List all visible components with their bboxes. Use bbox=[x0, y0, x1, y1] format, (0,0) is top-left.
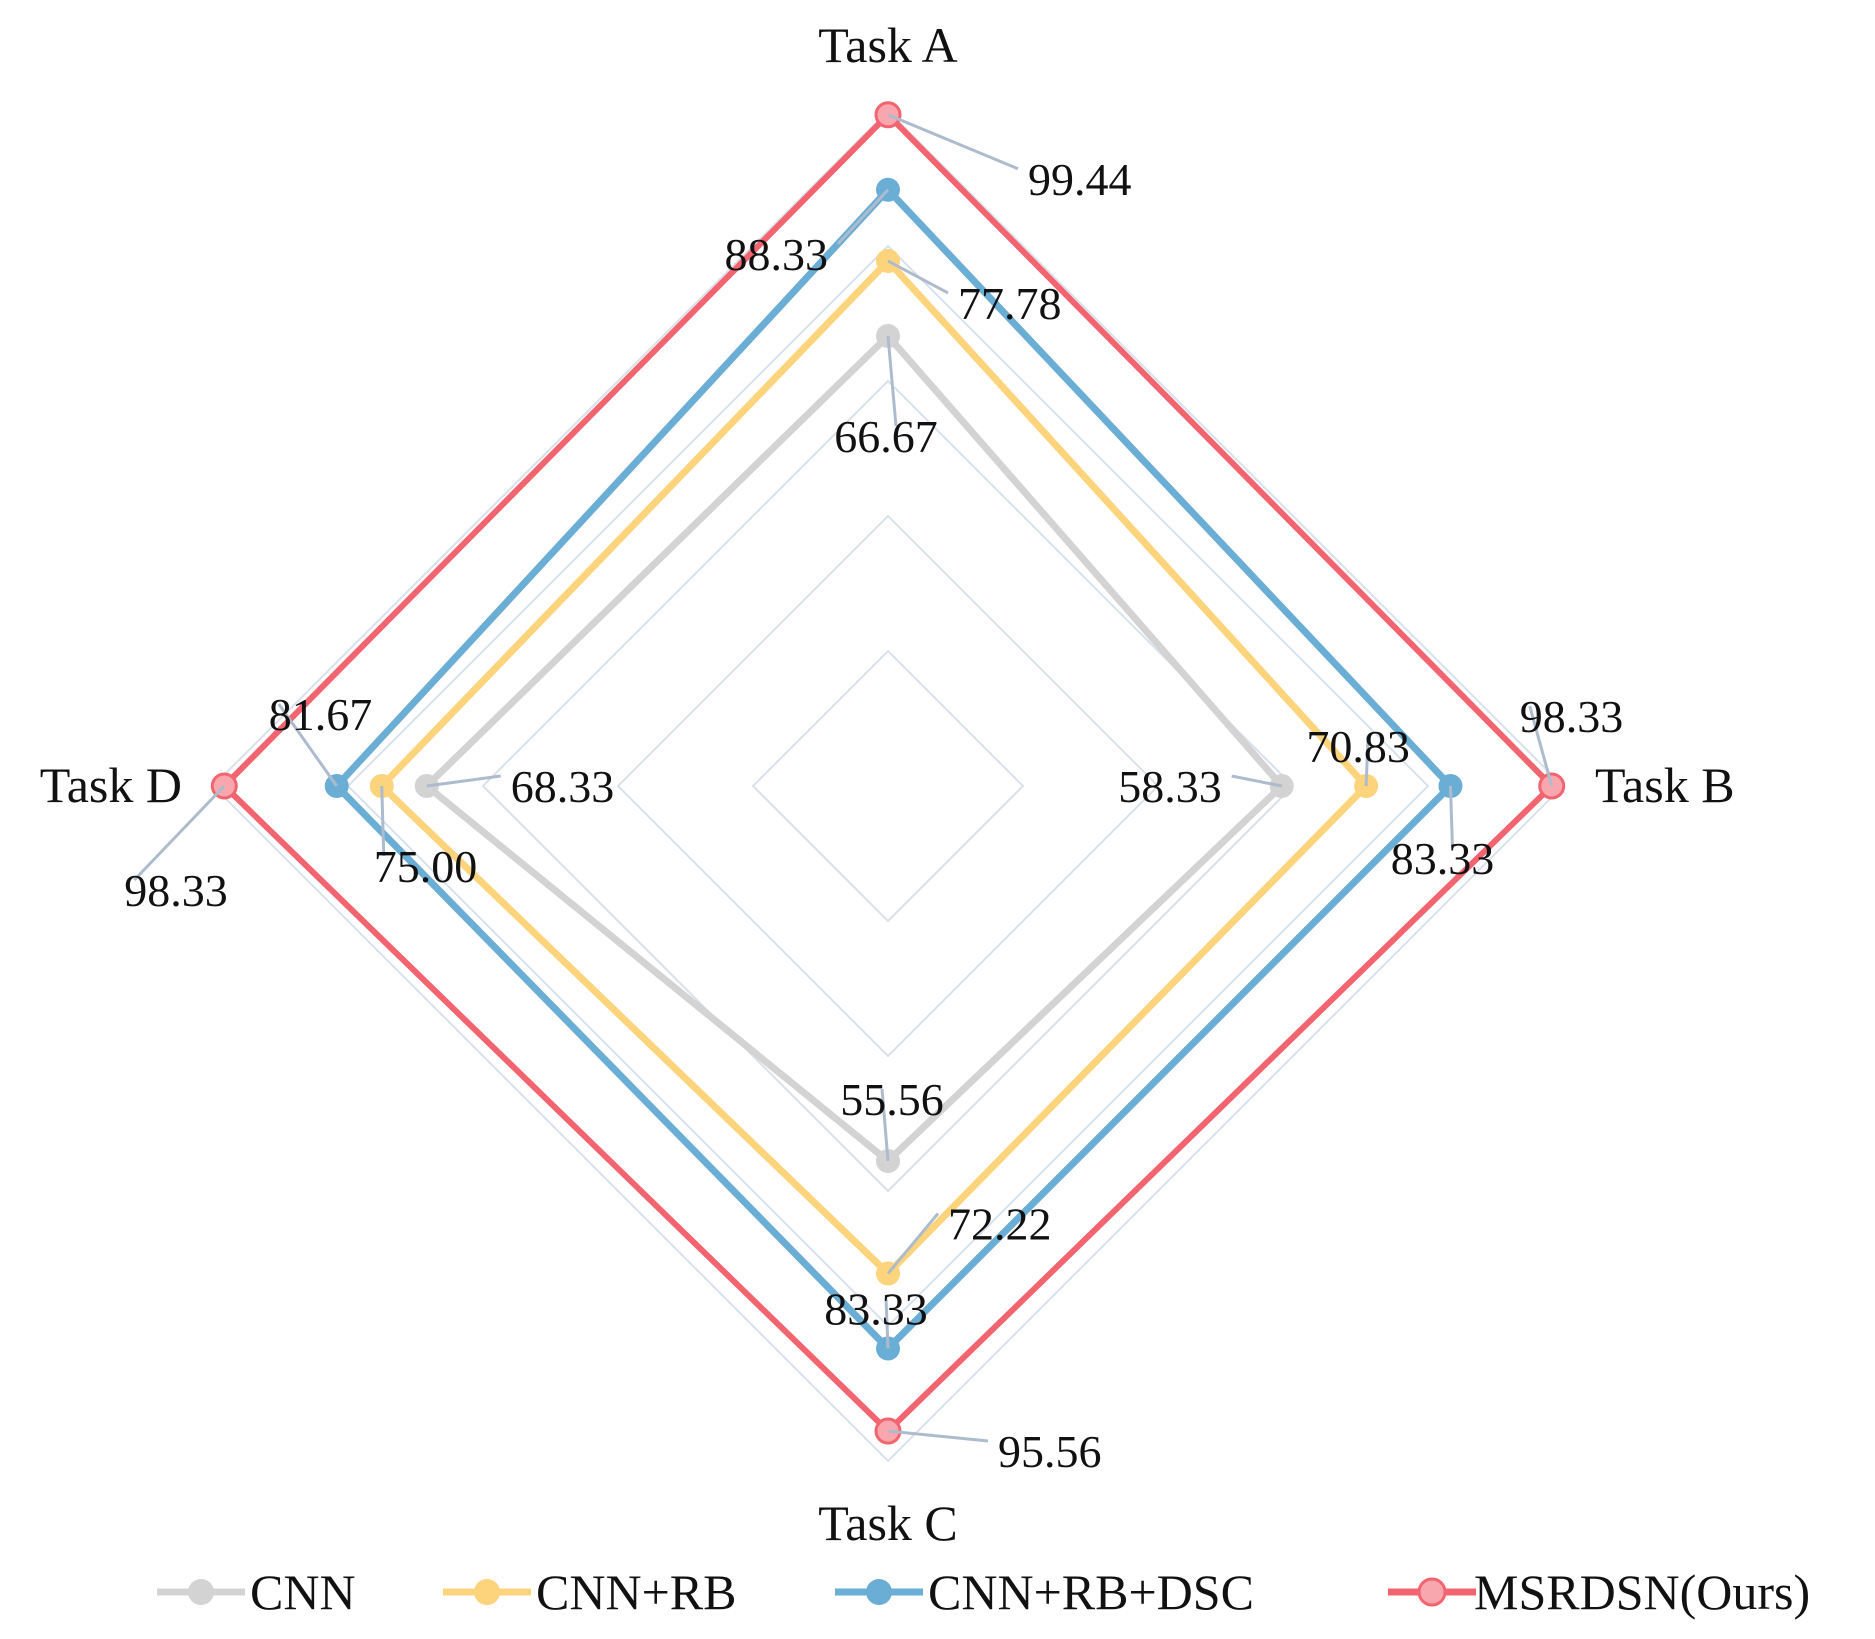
radar-series bbox=[210, 101, 1566, 1445]
data-label-msrdsn-ours-2: 98.33 bbox=[1520, 691, 1624, 742]
legend-marker-cnn bbox=[188, 1579, 214, 1605]
data-label-cnn-rb-4: 75.00 bbox=[374, 841, 478, 892]
grid-ring-5 bbox=[211, 109, 1565, 1463]
leader-line-msrdsn-ours-4 bbox=[133, 784, 226, 882]
leader-line-cnn-rb-dsc-2 bbox=[1448, 785, 1454, 849]
legend-item-cnn-rb[interactable]: CNN+RB bbox=[443, 1564, 736, 1620]
data-label-cnn-1: 66.67 bbox=[834, 411, 938, 462]
axis-label-task-d: Task D bbox=[40, 757, 182, 813]
leader-line-cnn-1 bbox=[886, 335, 898, 427]
data-label-cnn-rb-dsc-3: 83.33 bbox=[824, 1283, 928, 1334]
leader-line-msrdsn-ours-2 bbox=[1528, 705, 1554, 787]
data-label-cnn-rb-dsc-2: 83.33 bbox=[1391, 833, 1495, 884]
data-label-cnn-rb-1: 77.78 bbox=[958, 278, 1062, 329]
data-label-cnn-rb-2: 70.83 bbox=[1306, 721, 1410, 772]
grid-ring-1 bbox=[751, 649, 1025, 923]
data-label-msrdsn-ours-1: 99.44 bbox=[1028, 154, 1132, 205]
leader-line-cnn-4 bbox=[426, 774, 501, 788]
data-label-cnn-rb-dsc-1: 88.33 bbox=[725, 229, 829, 280]
leader-line-cnn-rb-2 bbox=[1364, 735, 1370, 787]
leader-line-msrdsn-ours-1 bbox=[887, 113, 1019, 171]
grid-ring-2 bbox=[616, 514, 1160, 1058]
series-line-cnn-rb-dsc bbox=[331, 184, 1456, 1354]
data-label-cnn-4: 68.33 bbox=[511, 761, 614, 812]
legend-marker-cnn-rb bbox=[474, 1579, 500, 1605]
leader-line-cnn-rb-dsc-3 bbox=[884, 1298, 890, 1349]
leader-line-cnn-2 bbox=[1231, 774, 1283, 788]
leader-line-cnn-rb-1 bbox=[887, 259, 949, 295]
leader-line-cnn-rb-3 bbox=[886, 1212, 940, 1275]
data-labels: 66.67 58.33 55.56 68.33 77.78 70.83 72.22 75.00… bbox=[124, 154, 1623, 1477]
data-label-cnn-rb-3: 72.22 bbox=[948, 1198, 1052, 1249]
legend: CNN CNN+RB CNN+RB+DSC MSRDSN(Ours) bbox=[157, 1564, 1810, 1620]
legend-label-cnn: CNN bbox=[250, 1564, 356, 1620]
legend-item-msrdsn[interactable]: MSRDSN(Ours) bbox=[1388, 1564, 1810, 1620]
data-label-cnn-2: 58.33 bbox=[1118, 761, 1222, 812]
leader-line-cnn-rb-4 bbox=[380, 785, 386, 857]
data-label-cnn-3: 55.56 bbox=[840, 1074, 944, 1125]
data-label-leaders bbox=[133, 113, 1554, 1443]
leader-line-cnn-rb-dsc-4 bbox=[277, 703, 338, 787]
leader-line-cnn-rb-dsc-1 bbox=[836, 188, 890, 245]
axis-label-task-b: Task B bbox=[1595, 757, 1735, 813]
legend-marker-msrdsn bbox=[1417, 1577, 1447, 1607]
legend-item-cnn[interactable]: CNN bbox=[157, 1564, 356, 1620]
legend-label-cnn-rb: CNN+RB bbox=[536, 1564, 736, 1620]
legend-item-cnn-rb-dsc[interactable]: CNN+RB+DSC bbox=[835, 1564, 1254, 1620]
axis-label-task-c: Task C bbox=[818, 1495, 958, 1551]
data-label-cnn-rb-dsc-4: 81.67 bbox=[269, 689, 373, 740]
leader-line-msrdsn-ours-3 bbox=[887, 1429, 989, 1443]
grid-ring-3 bbox=[481, 379, 1295, 1193]
legend-marker-cnn-rb-dsc bbox=[866, 1579, 892, 1605]
legend-label-cnn-rb-dsc: CNN+RB+DSC bbox=[928, 1564, 1254, 1620]
data-label-msrdsn-ours-3: 95.56 bbox=[998, 1426, 1102, 1477]
data-label-msrdsn-ours-4: 98.33 bbox=[124, 865, 227, 916]
legend-label-msrdsn: MSRDSN(Ours) bbox=[1474, 1564, 1810, 1620]
axis-label-task-a: Task A bbox=[818, 17, 958, 73]
leader-line-cnn-3 bbox=[880, 1088, 890, 1162]
